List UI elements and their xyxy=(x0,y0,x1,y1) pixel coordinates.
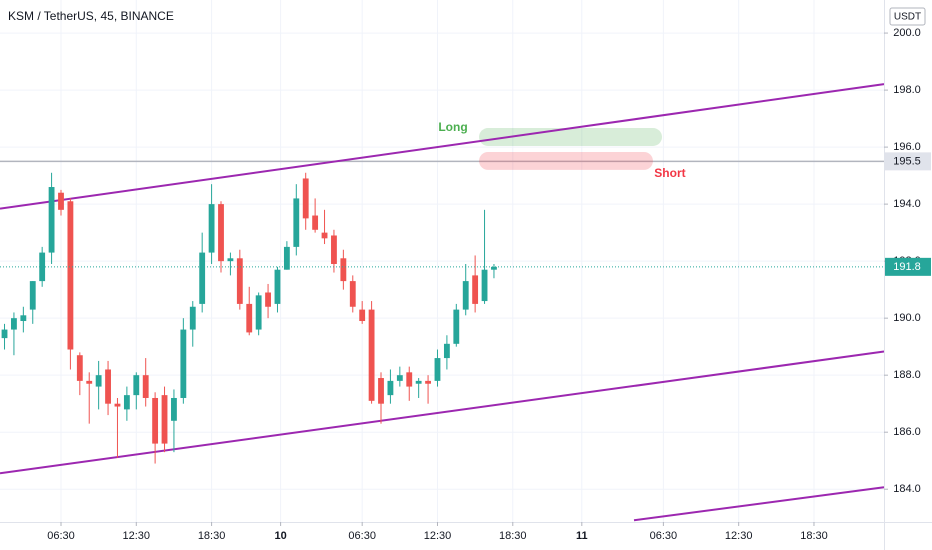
last-price-box xyxy=(885,257,931,276)
x-tick-label: 18:30 xyxy=(499,530,527,542)
candle-body xyxy=(161,395,168,444)
candle-body xyxy=(246,303,253,333)
position-label: Long xyxy=(438,120,467,134)
candle-body xyxy=(453,309,460,344)
candle-body xyxy=(76,355,83,381)
price-label-box xyxy=(885,152,931,171)
price-label: 195.5 xyxy=(893,155,921,167)
x-tick-label: 11 xyxy=(576,530,588,542)
candle-body xyxy=(443,343,450,359)
candle-body xyxy=(387,380,394,396)
candle-body xyxy=(133,375,140,396)
currency-label: USDT xyxy=(894,12,921,23)
candle-body xyxy=(255,295,262,330)
candle-body xyxy=(340,258,347,282)
candle-body xyxy=(67,201,74,350)
candle-body xyxy=(11,318,17,330)
candle-body xyxy=(86,380,93,384)
candle-body xyxy=(283,246,290,270)
x-tick-label: 12:30 xyxy=(725,530,753,542)
candle-body xyxy=(236,258,243,304)
candle-body xyxy=(142,375,149,398)
y-tick-label: 198.0 xyxy=(893,84,921,96)
y-tick-label: 194.0 xyxy=(893,198,921,210)
candle-body xyxy=(123,395,130,410)
x-tick-label: 18:30 xyxy=(198,530,226,542)
currency-box[interactable] xyxy=(889,7,926,26)
x-tick-label: 12:30 xyxy=(424,530,452,542)
trend-line xyxy=(633,486,885,522)
candle-body xyxy=(114,403,121,407)
y-tick-label: 196.0 xyxy=(893,141,921,153)
trend-line xyxy=(0,83,885,210)
candle-body xyxy=(227,258,234,262)
position-box xyxy=(479,128,662,146)
candle-body xyxy=(29,281,36,310)
x-tick-label: 06:30 xyxy=(348,530,376,542)
candle-body xyxy=(180,329,187,398)
y-tick-label: 200.0 xyxy=(893,27,921,39)
candle-body xyxy=(302,178,309,219)
candle-body xyxy=(152,397,159,444)
candle-body xyxy=(425,380,431,384)
candle-body xyxy=(378,378,384,404)
candle-body xyxy=(321,232,328,239)
candle-body xyxy=(368,309,375,401)
candle-body xyxy=(396,375,403,381)
y-tick-label: 186.0 xyxy=(893,426,921,438)
candle-body xyxy=(265,292,271,307)
candle-body xyxy=(274,269,281,304)
y-tick-label: 188.0 xyxy=(893,369,921,381)
x-tick-label: 18:30 xyxy=(800,530,828,542)
candle-body xyxy=(331,235,337,264)
y-tick-label: 190.0 xyxy=(893,312,921,324)
candle-body xyxy=(359,309,366,322)
candle-body xyxy=(415,380,422,384)
candle-body xyxy=(58,192,64,210)
candle-body xyxy=(218,204,224,262)
x-tick-label: 06:30 xyxy=(47,530,75,542)
x-tick-label: 12:30 xyxy=(123,530,151,542)
candle-body xyxy=(95,375,102,387)
x-tick-label: 06:30 xyxy=(650,530,678,542)
candle-body xyxy=(462,281,469,310)
candle-body xyxy=(199,252,206,304)
candle-body xyxy=(48,187,55,253)
candle-body xyxy=(1,329,8,339)
candle-body xyxy=(491,266,497,270)
plot: Long Short xyxy=(0,83,885,522)
candle-body xyxy=(293,198,300,247)
candle-body xyxy=(208,204,215,253)
last-price-label: 191.8 xyxy=(893,261,921,273)
candle-body xyxy=(312,215,319,230)
candle-body xyxy=(472,275,479,304)
candle-body xyxy=(20,315,27,322)
y-tick-label: 184.0 xyxy=(893,483,921,495)
chart-title: KSM / TetherUS, 45, BINANCE xyxy=(8,9,174,23)
position-box xyxy=(479,151,653,170)
candle-body xyxy=(171,397,177,421)
candle-body xyxy=(189,306,196,330)
candle-body xyxy=(105,369,111,404)
x-tick-label: 10 xyxy=(274,530,286,542)
trend-line xyxy=(0,350,885,475)
position-label: Short xyxy=(654,166,685,180)
candle-body xyxy=(349,281,356,307)
candle-body xyxy=(406,372,413,387)
candle-body xyxy=(481,269,488,302)
candle-body xyxy=(434,358,441,381)
axes: 184.0186.0188.0190.0192.0194.0196.0198.0… xyxy=(47,27,931,542)
